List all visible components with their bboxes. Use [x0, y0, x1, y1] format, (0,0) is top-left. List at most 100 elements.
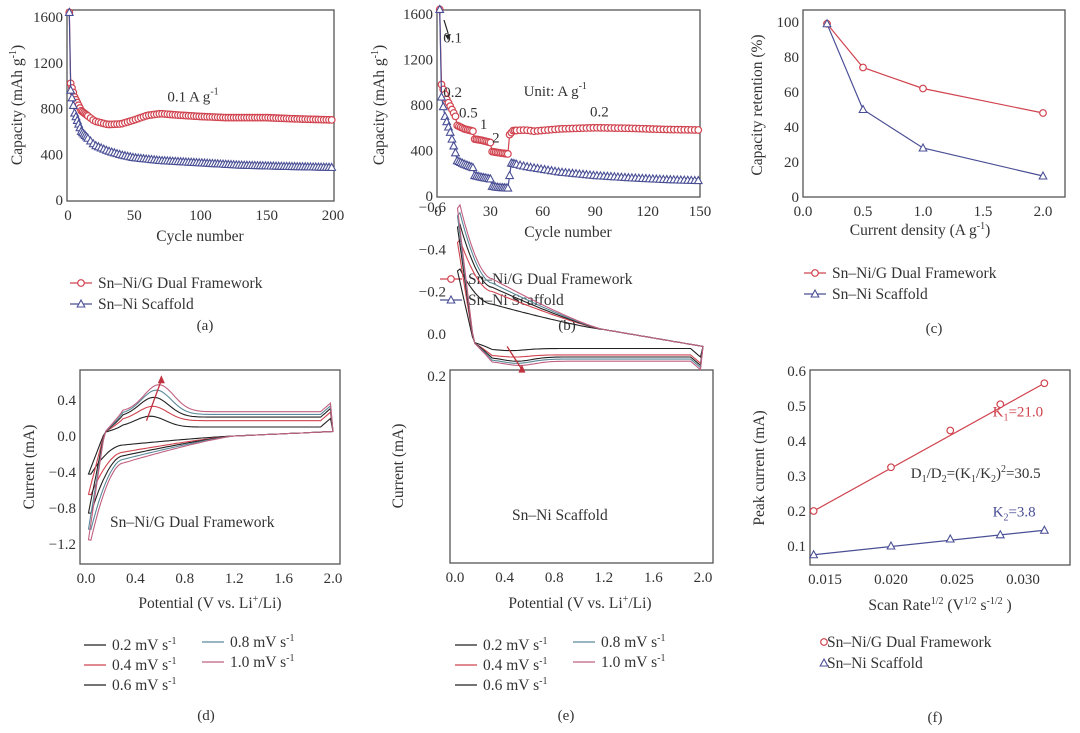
- legend-triangle-marker: [819, 657, 829, 667]
- data-point: [886, 540, 896, 550]
- data-point: [1038, 170, 1048, 180]
- y-tick-label: 60: [784, 85, 799, 101]
- annotation-k2: K2=3.8: [993, 504, 1036, 523]
- panel-caption: (c): [926, 321, 943, 337]
- legend-label: 0.2 mV s-1: [112, 636, 176, 654]
- legend-triangle-marker: [810, 288, 820, 298]
- legend-label: 0.6 mV s-1: [483, 676, 547, 694]
- panel-caption: (a): [197, 318, 214, 334]
- panel-c-capacity-retention: 0.0 0.5 1.0 1.5 2.0 0 20 40 60 80 100 Capacity rete…: [749, 9, 1066, 337]
- triangle-marker: [65, 85, 76, 94]
- circle-marker: [451, 112, 460, 121]
- panel-b-rate-capability: 0 30 60 90 120 150 0 400 800 1200 1600 Capacity (mA…: [370, 4, 711, 334]
- y-tick-label: 400: [41, 147, 64, 163]
- y-tick-label: 1600: [33, 10, 63, 26]
- y-tick-label: 0.2: [427, 369, 446, 385]
- circle-marker: [503, 150, 512, 158]
- data-point: [919, 84, 927, 93]
- y-tick-label: 0.3: [787, 469, 806, 485]
- x-tick-label: 0.015: [808, 572, 842, 588]
- x-axis-label: Scan Rate1/2 (V1/2 s-1/2 ): [868, 596, 1011, 614]
- annotation-diffusion-ratio: D1/D2=(K1/K2)2=30.5: [911, 464, 1041, 485]
- legend-label: Sn–Ni Scaffold: [98, 296, 194, 313]
- x-tick-label: 2.0: [694, 570, 713, 586]
- y-tick-label: 0.1: [787, 539, 806, 555]
- circle-marker: [327, 115, 336, 124]
- triangle-marker: [693, 175, 703, 185]
- legend-label: 1.0 mV s-1: [230, 653, 294, 671]
- y-tick-label: 0.6: [787, 364, 806, 380]
- y-tick-label: 40: [784, 120, 799, 136]
- panel-d-cv-dual-framework: 0.0 0.4 0.8 1.2 1.6 2.0 −1.2 −0.8 −0.4 0.0 0.4 Curr…: [21, 369, 343, 724]
- cv-curve: [87, 389, 334, 531]
- triangle-marker: [435, 4, 445, 13]
- fit-line: [813, 382, 1045, 512]
- data-point: [859, 63, 867, 72]
- y-tick-label: 1200: [33, 56, 63, 72]
- x-tick-label: 50: [127, 208, 142, 224]
- panel-caption: (d): [197, 708, 215, 724]
- x-tick-label: 1.5: [974, 204, 993, 220]
- y-axis-label: Peak current (mA): [751, 410, 768, 525]
- triangle-marker: [503, 182, 513, 192]
- y-axis-label: Capacity (mAh g-1): [8, 45, 26, 165]
- x-tick-label: 1.6: [274, 571, 293, 587]
- annotation: 0.2: [590, 104, 609, 120]
- x-tick-label: 2.0: [324, 571, 343, 587]
- y-tick-label: 0: [56, 193, 64, 209]
- annotation-k1: K1=21.0: [993, 405, 1044, 424]
- data-point: [887, 463, 895, 472]
- y-tick-label: −1.2: [49, 537, 76, 553]
- y-tick-label: 0.0: [427, 327, 446, 343]
- legend-label: Sn–Ni/G Dual Framework: [98, 275, 263, 292]
- x-tick-label: 100: [189, 208, 212, 224]
- x-tick-label: 0: [64, 208, 72, 224]
- x-tick-label: 90: [588, 204, 603, 220]
- circle-marker: [694, 126, 703, 134]
- x-tick-label: 1.2: [594, 570, 613, 586]
- x-tick-label: 0.0: [794, 204, 813, 220]
- y-tick-label: −0.4: [419, 242, 447, 258]
- circle-marker: [469, 127, 477, 136]
- data-point: [858, 104, 868, 114]
- legend-label: 0.8 mV s-1: [230, 633, 294, 651]
- plot-frame: [66, 9, 335, 202]
- y-tick-label: 0.4: [787, 434, 806, 450]
- x-tick-label: 0.4: [126, 571, 145, 587]
- legend-circle-marker: [447, 275, 455, 283]
- y-tick-label: 0.4: [57, 393, 76, 409]
- triangle-marker: [468, 162, 478, 172]
- y-tick-label: 0.2: [787, 504, 806, 520]
- x-tick-label: 0.5: [854, 204, 873, 220]
- legend-triangle-marker: [76, 298, 86, 308]
- x-tick-label: 200: [322, 208, 345, 224]
- legend-label: 0.4 mV s-1: [483, 656, 547, 674]
- legend-label: 1.0 mV s-1: [601, 653, 665, 671]
- x-tick-label: 1.2: [225, 571, 244, 587]
- x-tick-label: 0.8: [175, 571, 194, 587]
- legend-label: Sn–Ni Scaffold: [832, 286, 928, 303]
- legend-label: 0.2 mV s-1: [483, 636, 547, 654]
- data-point: [945, 533, 955, 543]
- y-tick-label: 100: [777, 15, 800, 31]
- y-tick-label: −0.2: [419, 285, 446, 301]
- data-point: [1040, 379, 1049, 388]
- x-tick-label: 60: [535, 204, 550, 220]
- x-tick-label: 150: [256, 208, 279, 224]
- y-tick-label: 0.0: [57, 429, 76, 445]
- inset-label: Sn–Ni/G Dual Framework: [110, 514, 275, 531]
- triangle-marker: [485, 173, 496, 183]
- x-axis-label: Cycle number: [524, 224, 612, 241]
- data-point: [918, 142, 928, 152]
- y-tick-label: 400: [411, 144, 434, 160]
- y-tick-label: 80: [784, 50, 799, 66]
- x-tick-label: 0.8: [545, 570, 564, 586]
- y-tick-label: 1600: [403, 7, 433, 23]
- legend-label: 0.8 mV s-1: [601, 633, 665, 651]
- x-tick-label: 1.6: [644, 570, 663, 586]
- annotation: 0.5: [459, 106, 478, 122]
- trend-arrow-head: [518, 364, 526, 373]
- cv-curve: [87, 405, 334, 496]
- cv-curve: [87, 384, 334, 541]
- legend-label: Sn–Ni/G Dual Framework: [468, 271, 633, 288]
